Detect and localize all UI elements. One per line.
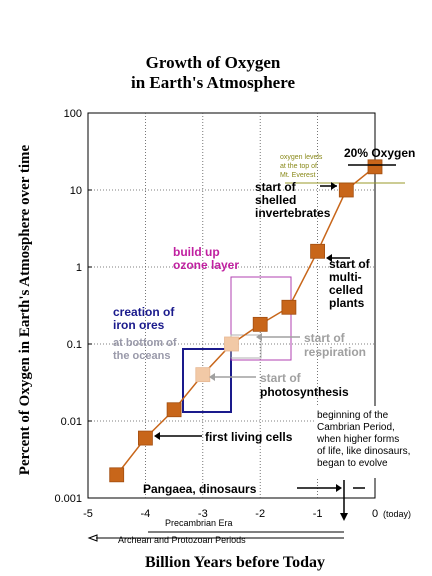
data-point: [338, 182, 354, 198]
x-tick-label: -1: [313, 508, 323, 520]
data-point: [252, 316, 268, 332]
data-point: [109, 467, 125, 483]
y-tick-labels: 100 10 1 0.1 0.01 0.001: [54, 108, 92, 505]
pangaea-arrowhead-icon: [336, 484, 342, 492]
y-tick-label: 100: [64, 108, 82, 120]
cambrian-boundary-arrowhead-icon: [340, 513, 348, 521]
x-tick-label: -3: [198, 508, 208, 520]
respiration-label-line-2: respiration: [304, 345, 366, 359]
shelled-label-line-3: invertebrates: [255, 206, 331, 220]
cambrian-label-background: [315, 406, 425, 478]
precambrian-era-label: Precambrian Era: [165, 518, 233, 528]
oceans-label: at bottom of the oceans: [113, 337, 177, 362]
photosynthesis-label: start of photosynthesis: [260, 371, 349, 399]
oxygen-trend-line: [116, 166, 376, 476]
archean-arrowhead-icon: [87, 534, 98, 542]
cambrian-label-line-5: began to evolve: [317, 458, 388, 469]
shelled-invertebrates-label: start of shelled invertebrates: [255, 180, 331, 220]
cambrian-label-line-3: when higher forms: [316, 434, 399, 445]
data-point: [166, 402, 182, 418]
ozone-box: [230, 276, 292, 361]
iron-ore-box: [182, 348, 232, 413]
everest-label-line-2: at the top of: [280, 163, 317, 170]
data-point: [310, 243, 326, 259]
data-point: [367, 159, 383, 175]
x-tick-label: -4: [141, 508, 151, 520]
x-tick-label: -2: [255, 508, 265, 520]
photosynthesis-label-line-1: start of: [260, 371, 302, 385]
chart-title: Growth of Oxygen: [146, 53, 281, 72]
multicelled-label-line-1: start of: [329, 257, 371, 271]
x-tick-label: 0: [372, 508, 378, 520]
x-axis-label: Billion Years before Today: [145, 554, 325, 571]
y-tick-label: 0.001: [54, 493, 82, 505]
first-cells-arrowhead-icon: [154, 432, 160, 440]
cambrian-label-line-1: beginning of the: [317, 410, 389, 421]
ozone-label-line-1: build up: [173, 245, 220, 259]
pangaea-dinosaurs-label: Pangaea, dinosaurs: [143, 482, 257, 496]
shelled-label-line-1: start of: [255, 180, 297, 194]
multicelled-arrowhead-icon: [326, 254, 332, 262]
ozone-label-line-2: ozone layer: [173, 258, 239, 272]
y-tick-label: 10: [70, 185, 82, 197]
first-living-cells-label: first living cells: [205, 430, 293, 444]
cambrian-label: beginning of the Cambrian Period, when h…: [315, 406, 425, 478]
photosynthesis-arrowhead-icon: [209, 373, 215, 381]
archean-period-label: Archean and Protozoan Periods: [118, 535, 246, 545]
x-tick-labels: -5 -4 -3 -2 -1 0 (today): [83, 508, 411, 520]
iron-label-line-1: creation of: [113, 305, 175, 319]
x-today-label: (today): [383, 509, 411, 519]
respiration-label: start of respiration: [304, 331, 366, 359]
x-tick-label: -5: [83, 508, 93, 520]
everest-label: oxygen levels at the top of Mt. Everest: [280, 154, 323, 179]
y-tick-label: 0.1: [67, 339, 82, 351]
multicelled-plants-label: start of multi- celled plants: [329, 257, 371, 310]
y-tick-label: 0.01: [61, 416, 82, 428]
multicelled-label-line-3: celled: [329, 283, 363, 297]
data-point: [195, 367, 211, 383]
oceans-label-line-2: the oceans: [113, 350, 170, 362]
data-point: [137, 430, 153, 446]
data-point: [281, 299, 297, 315]
respiration-label-line-1: start of: [304, 331, 346, 345]
everest-label-line-3: Mt. Everest: [280, 172, 315, 179]
ozone-layer-label: build up ozone layer: [173, 245, 239, 272]
multicelled-label-line-4: plants: [329, 296, 365, 310]
oceans-label-line-1: at bottom of: [113, 337, 177, 349]
gridlines: [88, 113, 375, 498]
respiration-arrowhead-icon: [256, 333, 262, 341]
everest-label-line-1: oxygen levels: [280, 154, 323, 161]
chart-subtitle: in Earth's Atmosphere: [131, 73, 295, 92]
iron-ores-label: creation of iron ores: [113, 305, 175, 332]
iron-label-line-2: iron ores: [113, 318, 165, 332]
y-axis-label: Percent of Oxygen in Earth's Atmosphere …: [17, 144, 33, 475]
shelled-label-line-2: shelled: [255, 193, 296, 207]
photosynthesis-label-line-2: photosynthesis: [260, 385, 349, 399]
multicelled-label-line-2: multi-: [329, 270, 362, 284]
cambrian-label-line-2: Cambrian Period,: [317, 422, 395, 433]
data-markers: [109, 159, 383, 483]
oxygen-20-label: 20% Oxygen: [344, 146, 415, 160]
y-tick-label: 1: [76, 262, 82, 274]
shelled-arrowhead-icon: [331, 182, 337, 190]
cambrian-label-line-4: of life, like dinosaurs,: [317, 446, 410, 457]
data-point: [224, 336, 239, 352]
